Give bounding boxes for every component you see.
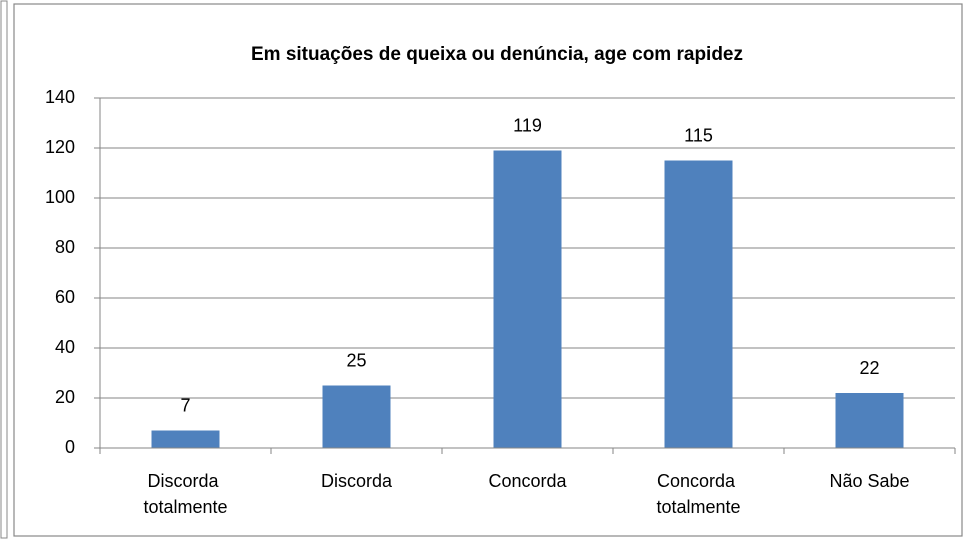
data-label: 22: [859, 358, 879, 378]
y-tick-label: 80: [55, 237, 75, 257]
y-tick-label: 60: [55, 287, 75, 307]
bar: [493, 150, 562, 448]
data-label: 25: [346, 350, 366, 370]
y-tick-label: 140: [45, 87, 75, 107]
x-tick-label: Concorda: [488, 471, 567, 491]
y-tick-label: 100: [45, 187, 75, 207]
y-tick-label: 0: [65, 437, 75, 457]
data-label: 119: [513, 115, 542, 135]
x-tick-label: Discorda: [321, 471, 393, 491]
data-label: 115: [684, 125, 713, 145]
bar: [322, 385, 391, 448]
y-tick-label: 20: [55, 387, 75, 407]
data-label: 7: [180, 395, 190, 415]
bar: [664, 160, 733, 448]
x-tick-label: Concorda totalmente: [656, 471, 740, 517]
y-tick-label: 120: [45, 137, 75, 157]
page-edge: [0, 0, 8, 539]
chart-title: Em situações de queixa ou denúncia, age …: [251, 44, 743, 65]
bar: [151, 430, 220, 448]
x-tick-label: Não Sabe: [829, 471, 909, 491]
bar: [835, 393, 904, 448]
y-tick-label: 40: [55, 337, 75, 357]
x-tick-label: Discorda totalmente: [143, 471, 227, 517]
chart-frame: [13, 3, 963, 537]
